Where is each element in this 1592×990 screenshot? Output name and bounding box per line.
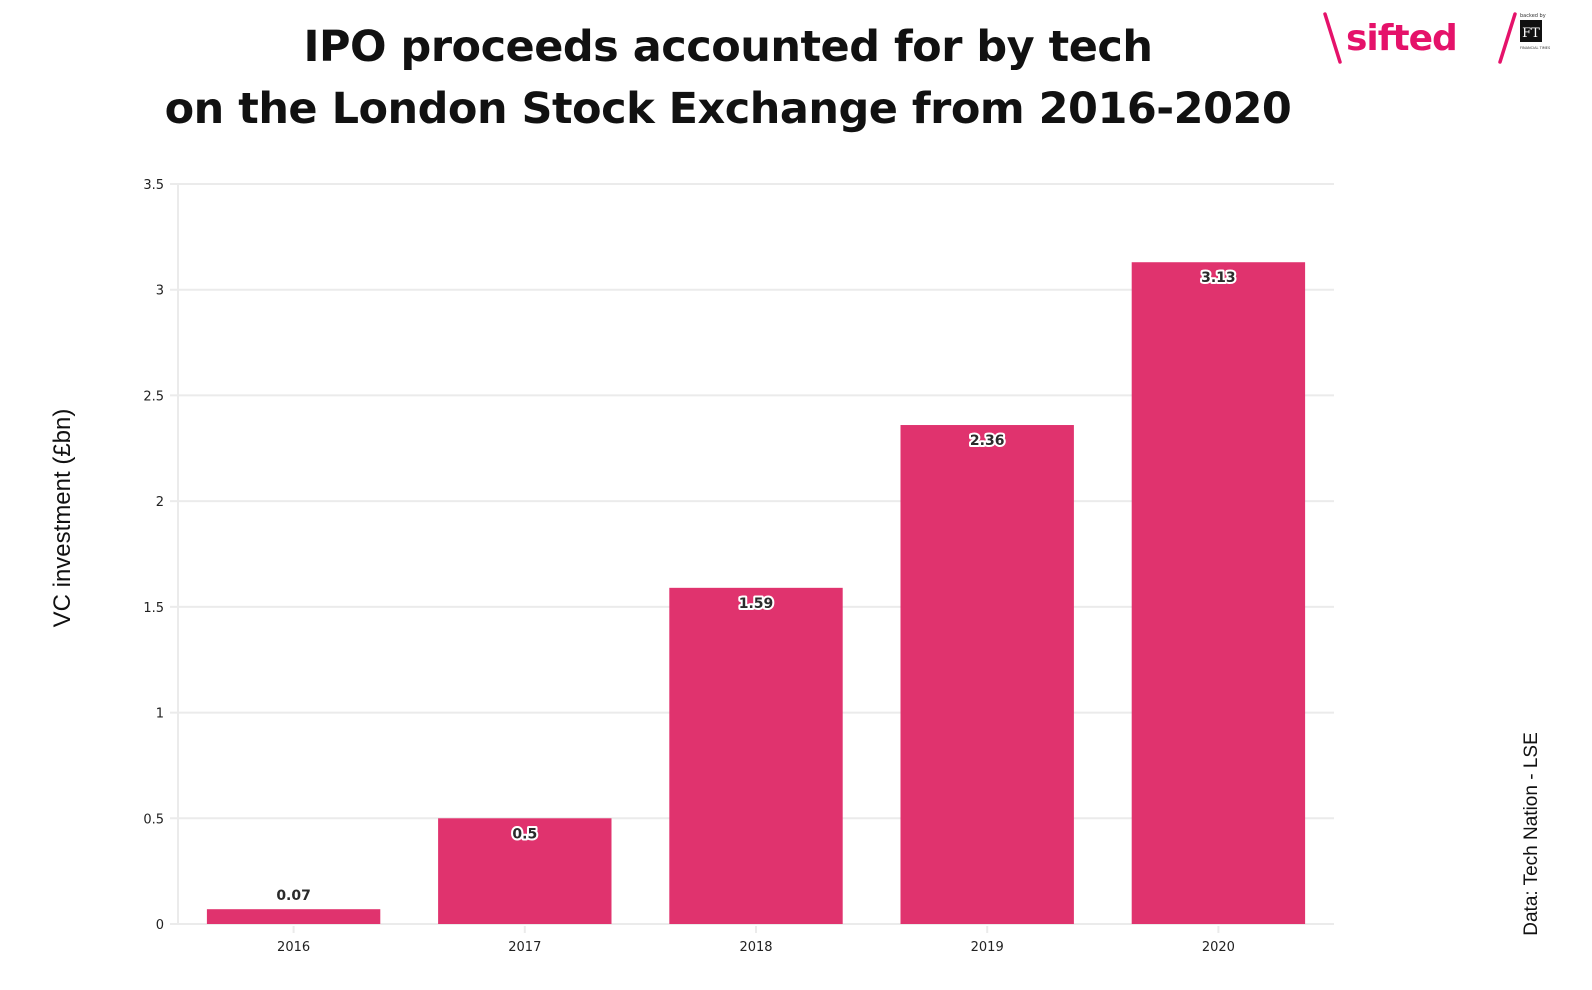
y-tick-label: 3.5 <box>143 178 164 193</box>
data-label-2019: 2.36 <box>970 433 1005 449</box>
bar-2019 <box>900 425 1074 924</box>
chart-title-line-2: on the London Stock Exchange from 2016-2… <box>164 84 1292 134</box>
data-label-2018: 1.59 <box>739 596 774 612</box>
data-label-2017: 0.5 <box>512 826 537 842</box>
logo-backed-by-text: backed by <box>1520 13 1546 19</box>
y-axis-title: VC investment (£bn) <box>49 408 76 628</box>
x-tick-label: 2016 <box>277 940 310 955</box>
x-tick-label: 2018 <box>739 940 772 955</box>
bar-2018 <box>669 587 843 924</box>
ft-logo-mark: FT <box>1522 26 1540 41</box>
y-tick-label: 2.5 <box>143 389 164 404</box>
bars <box>206 262 1306 924</box>
y-tick-label: 0.5 <box>143 812 164 827</box>
ft-logo-box <box>1520 20 1542 42</box>
y-axis-ticks: 0 0.5 1 1.5 2 2.5 3 3.5 <box>143 178 164 933</box>
logo-brand-text: sifted <box>1346 18 1457 59</box>
data-label-2016: 0.07 <box>276 888 311 904</box>
data-label-2020: 3.13 <box>1201 270 1236 286</box>
bar-2020 <box>1131 262 1306 924</box>
source-note: Data: Tech Nation - LSE <box>1521 732 1542 936</box>
y-tick-label: 1 <box>156 707 164 722</box>
bar-2016 <box>206 909 381 924</box>
x-axis-ticks: 2016 2017 2018 2019 2020 <box>277 926 1235 955</box>
chart-title: IPO proceeds accounted for by tech on th… <box>0 16 1456 140</box>
logo-slash-icon <box>1498 12 1517 64</box>
y-tick-label: 3 <box>156 284 164 299</box>
y-tick-label: 1.5 <box>143 601 164 616</box>
bar-2017 <box>438 818 612 924</box>
x-tick-label: 2017 <box>508 940 541 955</box>
x-tick-label: 2019 <box>971 940 1004 955</box>
chart-title-line-1: IPO proceeds accounted for by tech <box>303 22 1153 72</box>
y-tick-label: 2 <box>156 495 164 510</box>
ft-logo-name: FINANCIAL TIMES <box>1520 46 1551 50</box>
logo-backslash-icon <box>1323 12 1342 64</box>
data-labels: 0.07 0.5 1.59 2.36 3.13 <box>276 268 1237 904</box>
y-tick-label: 0 <box>156 918 164 933</box>
x-tick-label: 2020 <box>1202 940 1235 955</box>
sifted-ft-logo: sifted backed by FT FINANCIAL TIMES <box>1323 12 1551 64</box>
